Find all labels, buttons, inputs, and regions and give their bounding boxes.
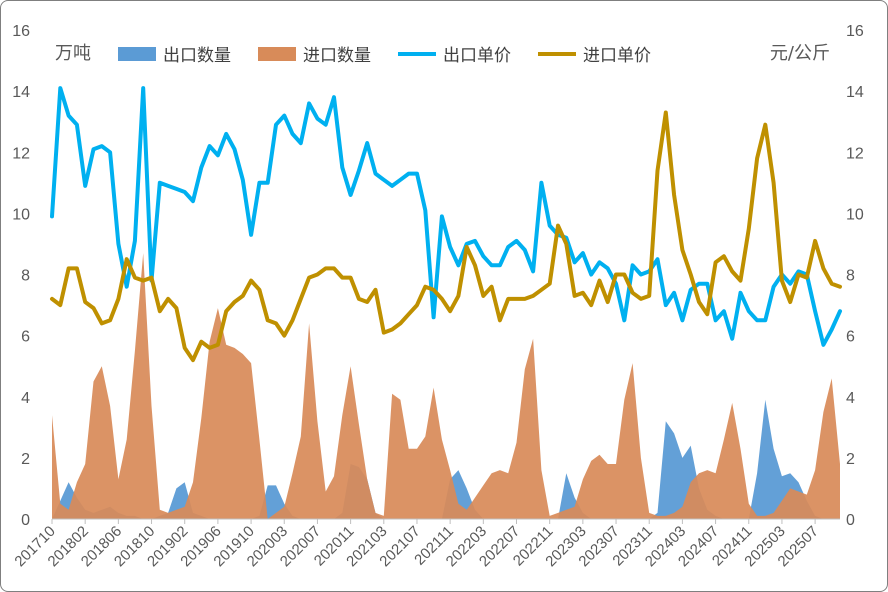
y-left-tick-label: 6 xyxy=(21,329,30,346)
series-line-import-price xyxy=(50,110,842,363)
x-axis: 2017102018022018062018102019022019062019… xyxy=(11,519,822,570)
series-area-export-quantity xyxy=(52,399,840,519)
y-left-tick-label: 4 xyxy=(21,390,30,407)
legend: 出口数量 进口数量 出口单价 进口单价 xyxy=(118,46,651,66)
y-left-tick-label: 8 xyxy=(21,268,30,285)
line-layer xyxy=(50,86,842,363)
legend-label-import-qty: 进口数量 xyxy=(303,46,371,66)
y-axis-left: 0 2 4 6 8 10 12 14 16 xyxy=(12,23,30,529)
y-left-tick-label: 14 xyxy=(12,84,30,101)
y-right-tick-label: 16 xyxy=(846,23,864,40)
y-right-tick-label: 10 xyxy=(846,206,864,223)
y-right-tick-label: 12 xyxy=(846,145,864,162)
legend-label-export-qty: 出口数量 xyxy=(163,46,231,66)
legend-label-import-price: 进口单价 xyxy=(583,46,651,66)
y-left-tick-label: 10 xyxy=(12,206,30,223)
y-right-tick-label: 4 xyxy=(846,390,855,407)
y-right-tick-label: 0 xyxy=(846,512,855,529)
y-left-tick-label: 12 xyxy=(12,145,30,162)
series-line-export-price xyxy=(50,86,842,347)
legend-item-export-price: 出口单价 xyxy=(398,46,511,66)
y-axis-right-label: 元/公斤 xyxy=(770,43,830,64)
y-right-tick-label: 6 xyxy=(846,329,855,346)
legend-swatch-import-qty xyxy=(258,47,296,61)
legend-label-export-price: 出口单价 xyxy=(443,46,511,66)
y-axis-right: 0 2 4 6 8 10 12 14 16 xyxy=(846,23,864,529)
series-area-import-quantity xyxy=(52,253,840,519)
y-left-tick-label: 0 xyxy=(21,512,30,529)
y-right-tick-label: 8 xyxy=(846,268,855,285)
legend-swatch-export-qty xyxy=(118,47,156,61)
legend-item-import-qty: 进口数量 xyxy=(258,46,371,66)
y-left-tick-label: 16 xyxy=(12,23,30,40)
legend-item-export-qty: 出口数量 xyxy=(118,46,231,66)
y-right-tick-label: 2 xyxy=(846,451,855,468)
y-axis-left-label: 万吨 xyxy=(55,43,91,64)
y-left-tick-label: 2 xyxy=(21,451,30,468)
y-right-tick-label: 14 xyxy=(846,84,864,101)
legend-item-import-price: 进口单价 xyxy=(538,46,651,66)
area-layer xyxy=(52,253,840,519)
